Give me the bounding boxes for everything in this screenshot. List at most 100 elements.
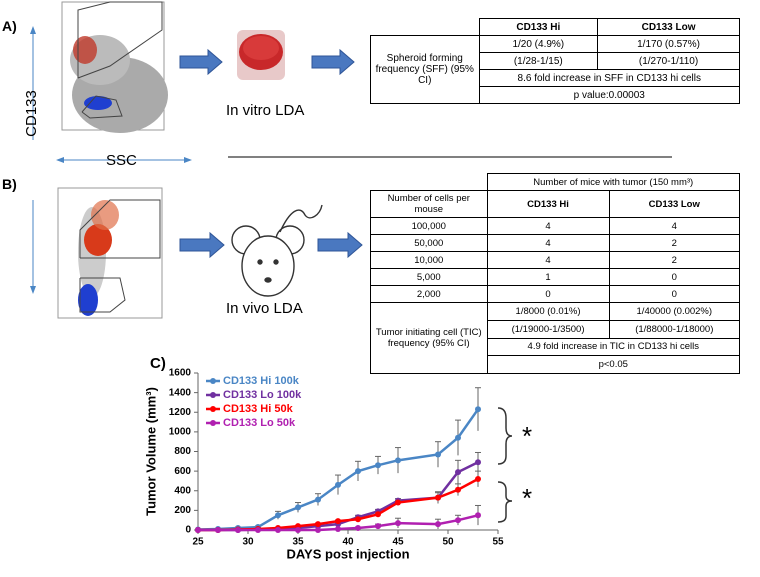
caption: In vitro LDA [226, 102, 305, 119]
panel-label: A) [2, 18, 17, 34]
point [395, 457, 401, 464]
cell: (1/28-1/15) [478, 52, 599, 70]
cell: Number of mice with tumor (150 mm³) [486, 173, 740, 191]
mouse-drawing [231, 204, 323, 297]
point [315, 496, 321, 503]
braces [497, 407, 513, 523]
y-axis-label: Tumor Volume (mm³) [143, 387, 158, 516]
point [375, 462, 381, 469]
cell: 4 [486, 251, 610, 269]
point [455, 486, 461, 493]
legend-marker [210, 406, 216, 412]
point [455, 517, 461, 524]
legend-marker [210, 420, 216, 426]
y-tick-label: 800 [174, 446, 191, 457]
point [315, 527, 321, 533]
point [455, 434, 461, 441]
cell: CD133 Hi [478, 18, 599, 36]
point [375, 511, 381, 518]
cell: p<0.05 [486, 355, 740, 374]
cell: 1/40000 (0.002%) [608, 302, 741, 321]
table-a: CD133 Hi CD133 Low Spheroid forming frequ… [370, 18, 740, 104]
point [215, 527, 221, 533]
cell: 4.9 fold increase in TIC in CD133 hi cel… [486, 337, 740, 357]
cell: CD133 Hi [486, 190, 610, 218]
point [455, 469, 461, 476]
cell: 4 [486, 234, 610, 252]
x-tick-label: 55 [492, 537, 504, 548]
cell: 100,000 [370, 217, 488, 235]
flow-plot-a [61, 1, 168, 133]
caption: In vivo LDA [226, 300, 303, 317]
cell: 1/8000 (0.01%) [486, 302, 610, 321]
legend-label: CD133 Lo 100k [223, 389, 302, 401]
point [315, 521, 321, 528]
axis-label: CD133 [22, 90, 40, 137]
y-tick-label: 1000 [169, 427, 192, 438]
y-tick-label: 1600 [169, 368, 192, 379]
point [195, 527, 201, 533]
cell: 2 [608, 234, 741, 252]
legend-marker [210, 378, 216, 384]
annotation: * [522, 421, 532, 451]
point [435, 494, 441, 501]
cell: Tumor initiating cell (TIC) frequency (9… [370, 302, 488, 374]
x-tick-label: 50 [442, 537, 454, 548]
point [335, 518, 341, 525]
x-tick-label: 25 [192, 537, 204, 548]
point [255, 527, 261, 533]
cell: 1 [486, 268, 610, 286]
cell: 0 [608, 268, 741, 286]
point [355, 468, 361, 475]
point [435, 451, 441, 458]
x-tick-label: 30 [242, 537, 254, 548]
point [295, 504, 301, 511]
x-tick-label: 35 [292, 537, 304, 548]
point [475, 459, 481, 466]
point [375, 523, 381, 530]
series-line [198, 514, 479, 532]
cell: Spheroid forming frequency (SFF) (95% CI… [370, 35, 480, 104]
y-tick-label: 0 [185, 525, 191, 536]
point [355, 525, 361, 532]
cell: 4 [486, 217, 610, 235]
point [475, 406, 481, 413]
y-tick-label: 1400 [169, 387, 192, 398]
x-axis-label: DAYS post injection [286, 546, 409, 561]
cell: 0 [486, 285, 610, 303]
arrows [179, 48, 363, 259]
panel-label: B) [2, 176, 17, 192]
point [335, 481, 341, 488]
x-tick-label: 45 [392, 537, 404, 548]
legend-label: CD133 Hi 50k [223, 403, 294, 415]
point [395, 499, 401, 506]
panel-label: C) [150, 355, 166, 372]
annotation: * [522, 483, 532, 513]
cell: 1/20 (4.9%) [478, 35, 599, 53]
legend-label: CD133 Hi 100k [223, 375, 300, 387]
y-tick-label: 600 [174, 466, 191, 477]
cell: 1/170 (0.57%) [597, 35, 740, 53]
cell: 8.6 fold increase in SFF in CD133 hi cel… [478, 69, 740, 87]
cell: CD133 Low [608, 190, 741, 218]
legend-marker [210, 392, 216, 398]
cell: 2,000 [370, 285, 488, 303]
point [475, 475, 481, 482]
point [235, 527, 241, 533]
point [435, 521, 441, 528]
cell: (1/88000-1/18000) [608, 319, 741, 339]
cell: p value:0.00003 [478, 86, 740, 104]
x-tick-label: 40 [342, 537, 354, 548]
cell: 4 [608, 217, 741, 235]
point [355, 516, 361, 523]
point [275, 527, 281, 533]
series-line [197, 408, 480, 531]
y-tick-label: 400 [174, 485, 191, 496]
cell: Number of cells per mouse [370, 190, 488, 218]
point [335, 526, 341, 533]
cell: (1/19000-1/3500) [486, 319, 610, 339]
axis-label: SSC [106, 152, 137, 169]
cell: (1/270-1/110) [597, 52, 740, 70]
